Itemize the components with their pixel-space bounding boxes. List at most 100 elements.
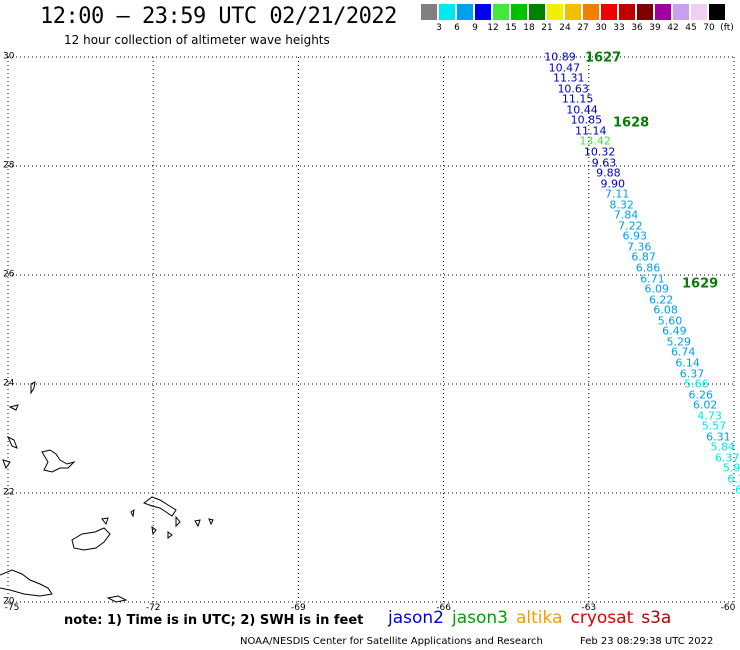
- generated-timestamp: Feb 23 08:29:38 UTC 2022: [580, 636, 714, 647]
- page-subtitle: 12 hour collection of altimeter wave hei…: [64, 33, 330, 47]
- coastline-island: [151, 525, 157, 536]
- wave-height-label: 9.88: [596, 166, 621, 180]
- wave-height-label: 5.84: [710, 440, 736, 454]
- legend-swatch: [619, 4, 635, 20]
- wave-height-label: 7.22: [618, 219, 643, 233]
- latitude-label: 28: [3, 160, 15, 171]
- wave-height-label: 4.73: [697, 409, 722, 423]
- latitude-label: 26: [3, 269, 15, 280]
- coastline-island: [167, 531, 173, 539]
- wave-height-label: 11.15: [561, 92, 594, 106]
- legend-tick: 42: [667, 23, 679, 33]
- longitude-label: -75: [4, 603, 20, 613]
- wave-height-label: 6.14: [675, 356, 700, 370]
- longitude-label: -66: [436, 603, 451, 613]
- wave-height-label: 10.47: [548, 61, 581, 75]
- wave-height-label: 5.66: [684, 377, 709, 391]
- legend-tick: 12: [487, 23, 499, 33]
- legend-swatch: [511, 4, 527, 20]
- coastline-island: [0, 569, 53, 597]
- coastline-island: [194, 519, 201, 528]
- coastline-island: [142, 496, 177, 517]
- wave-height-label: 7.36: [626, 240, 652, 254]
- legend-swatch: [547, 4, 563, 20]
- latitude-label: 30: [3, 51, 15, 62]
- legend-tick: (ft): [720, 23, 734, 33]
- legend-tick: 36: [631, 23, 643, 33]
- coastline-island: [175, 515, 181, 528]
- satellite-legend: jason2 jason3 altika cryosat s3a: [388, 608, 679, 628]
- satellite-name: cryosat: [570, 608, 634, 628]
- legend-swatch: [601, 4, 617, 20]
- legend-swatch: [529, 4, 545, 20]
- coastline-island: [101, 517, 109, 526]
- coastline-island: [208, 518, 214, 526]
- wave-height-label: 6.37: [714, 451, 740, 465]
- legend-swatch: [691, 4, 707, 20]
- legend-swatch: [457, 4, 473, 20]
- legend-tick: 21: [541, 23, 553, 33]
- wave-height-label: 5.57: [701, 419, 727, 433]
- legend-tick: 18: [523, 23, 535, 33]
- legend-tick: 9: [472, 23, 478, 33]
- wave-height-label: 6.87: [631, 250, 656, 264]
- legend-tick: 3: [436, 23, 442, 33]
- legend-tick: 30: [595, 23, 607, 33]
- coastline-island: [106, 595, 128, 603]
- wave-height-label: 11.14: [575, 124, 607, 138]
- longitude-label: -72: [145, 603, 161, 613]
- legend-swatch: [439, 4, 455, 20]
- wave-height-label: 6.26: [688, 388, 714, 402]
- legend-tick: 39: [649, 23, 661, 33]
- legend-swatch: [565, 4, 581, 20]
- wave-height-label: 6.08: [653, 303, 678, 317]
- wave-height-label: 6.71: [640, 272, 665, 286]
- wave-height-label: 5.9: [722, 461, 740, 475]
- orbit-number: 1628: [613, 115, 650, 131]
- wave-height-label: 6.49: [662, 324, 687, 338]
- coastline-island: [8, 404, 19, 411]
- legend-swatch: [673, 4, 689, 20]
- wave-height-label: 6.86: [635, 261, 661, 275]
- wave-height-label: 10.89: [544, 50, 576, 64]
- satellite-name: jason2: [388, 608, 444, 628]
- wave-height-label: 6.22: [648, 293, 674, 307]
- legend-swatch: [493, 4, 509, 20]
- orbit-number: 1629: [682, 276, 719, 292]
- latitude-label: 24: [3, 378, 15, 389]
- wave-height-label: 5.60: [657, 314, 683, 328]
- wave-height-label: 6.02: [692, 398, 718, 412]
- coastline-island: [6, 435, 18, 449]
- coastline-island: [30, 381, 36, 395]
- legend-tick: 45: [685, 23, 697, 33]
- map-grid: [7, 56, 735, 603]
- orbit-number: 1627: [585, 50, 622, 66]
- wave-height-label: 5.29: [666, 335, 692, 349]
- satellite-name: s3a: [641, 608, 672, 628]
- page-title: 12:00 — 23:59 UTC 02/21/2022: [40, 4, 397, 29]
- legend-swatch: [709, 4, 725, 20]
- wave-height-label: 10.32: [583, 145, 616, 159]
- legend-tick: 6: [454, 23, 460, 33]
- legend-swatch: [475, 4, 491, 20]
- wave-height-label: 9.90: [600, 177, 626, 191]
- legend-swatch: [637, 4, 653, 20]
- wave-height-label: 7.84: [613, 208, 639, 222]
- wave-height-label: 6.1: [727, 472, 740, 486]
- legend-tick: 15: [505, 23, 517, 33]
- longitude-label: -60: [720, 603, 736, 613]
- coastline-island: [41, 449, 76, 473]
- wave-height-label: 10.63: [557, 82, 589, 96]
- longitude-label: -69: [291, 603, 306, 613]
- legend-tick: 24: [559, 23, 571, 33]
- latitude-label: 20: [3, 596, 15, 607]
- legend-tick: 27: [577, 23, 589, 33]
- wave-height-label: 10.44: [566, 103, 598, 117]
- wave-height-label: 8.32: [609, 198, 634, 212]
- coastline: [0, 381, 214, 603]
- wave-height-label: 10.85: [570, 113, 603, 127]
- wave-height-label: 6.74: [670, 345, 696, 359]
- wave-height-label: 11.31: [553, 71, 585, 85]
